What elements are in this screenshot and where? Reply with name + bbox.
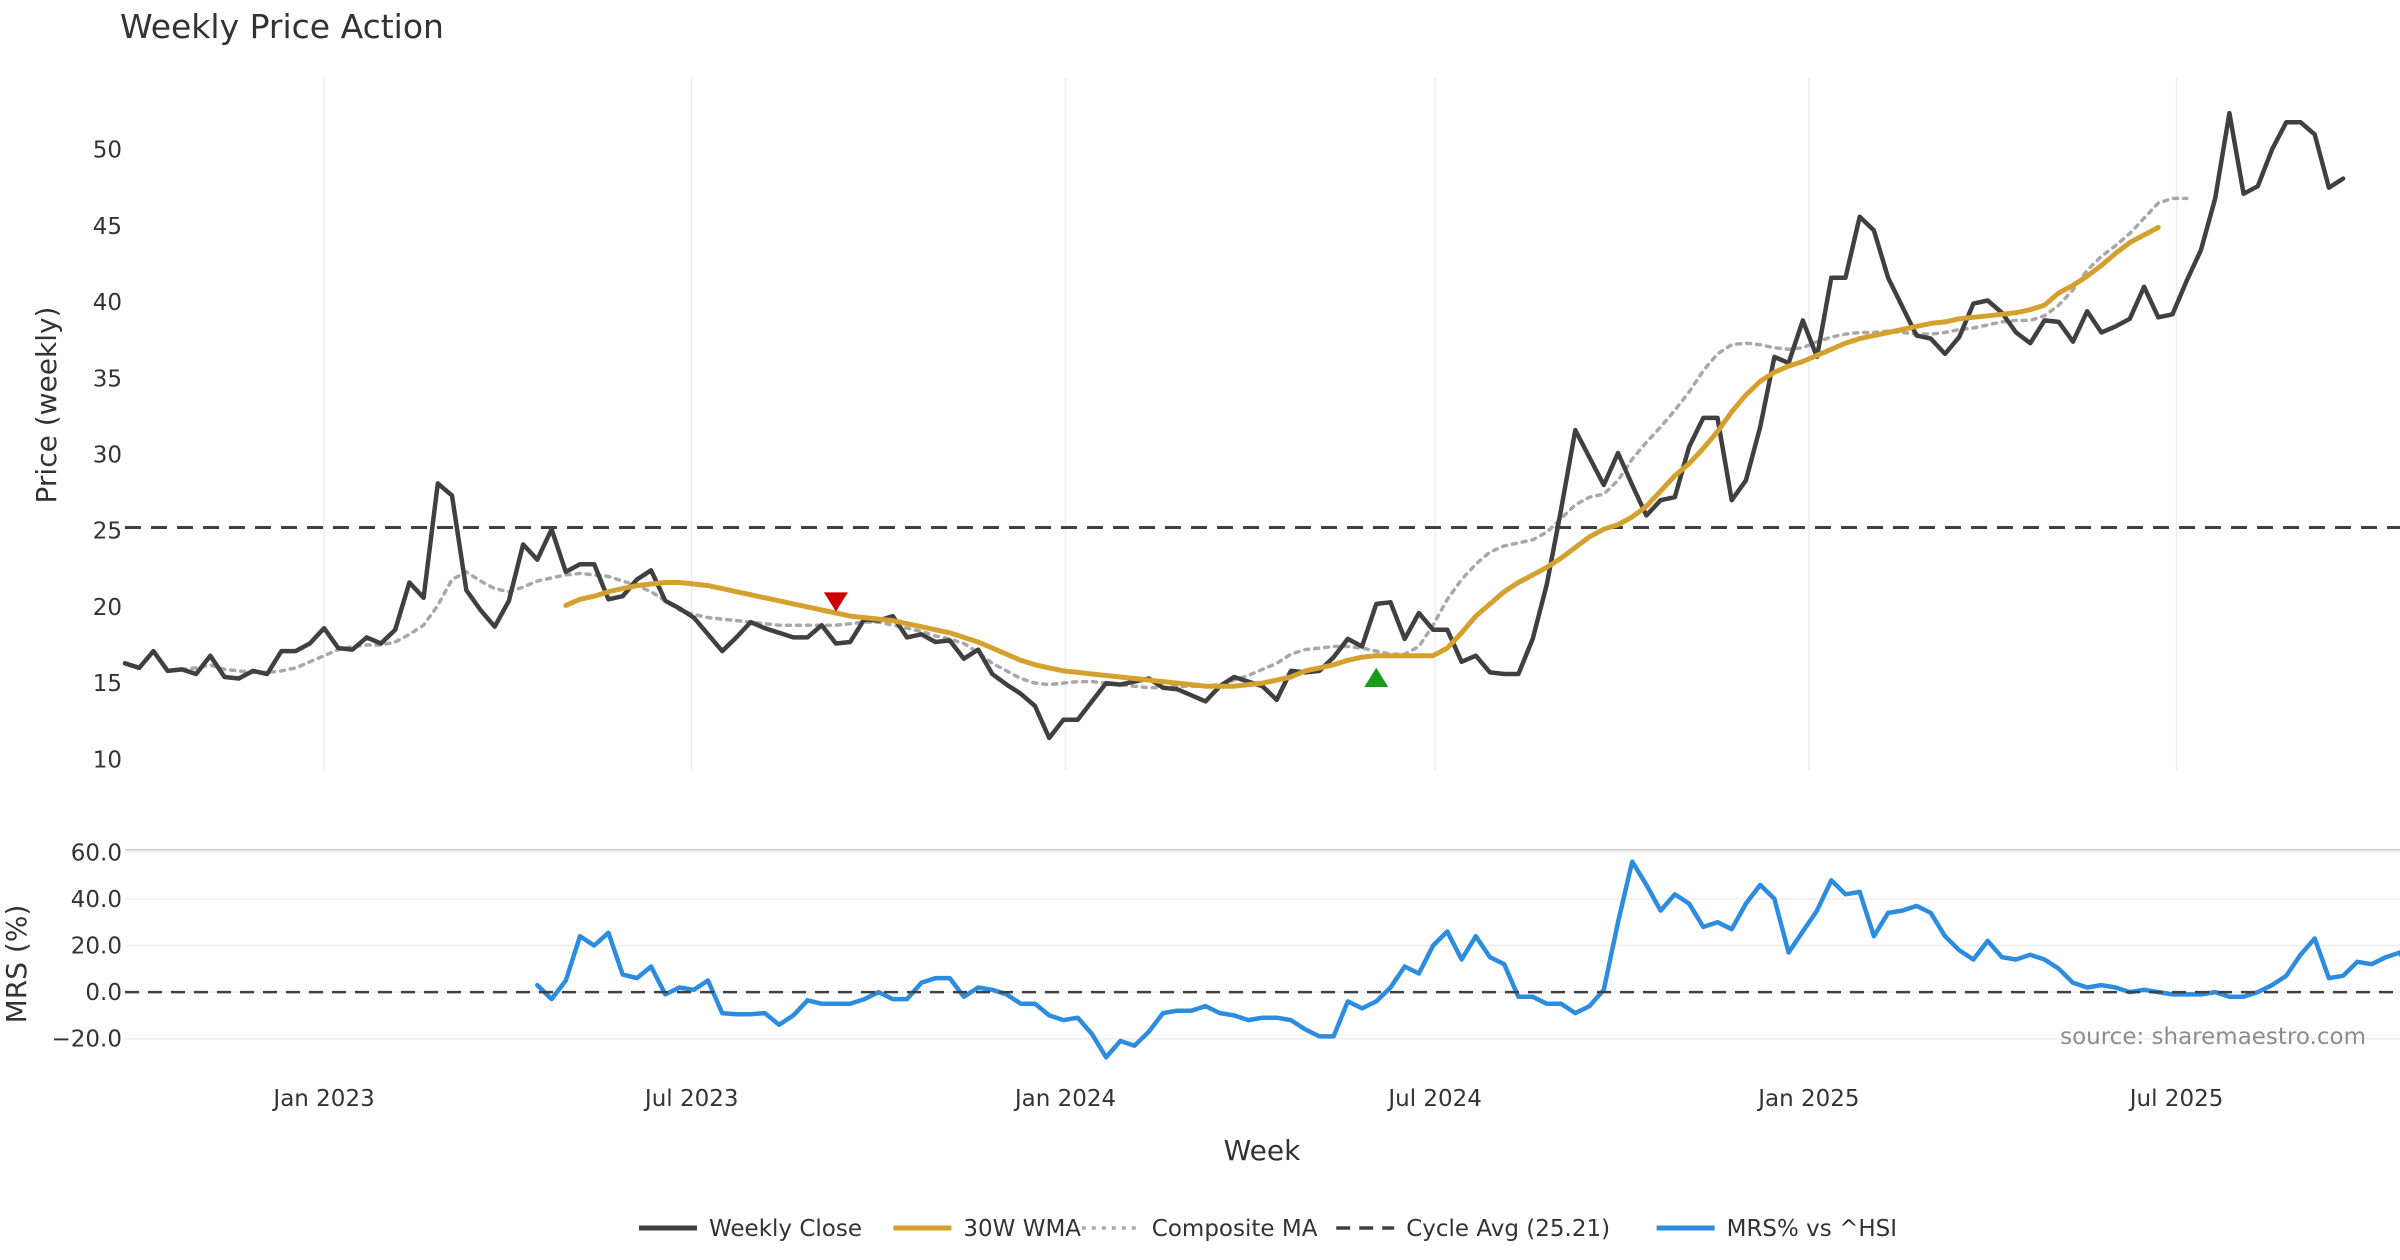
price-gridlines xyxy=(323,78,2178,770)
price-panel: 10 15 20 25 30 35 40 45 50 Price (weekly) xyxy=(30,78,2400,773)
legend-label: MRS% vs ^HSI xyxy=(1727,1216,1897,1242)
legend-item-30w-wma: 30W WMA xyxy=(893,1216,1081,1242)
legend-item-cycle-avg-25-21: Cycle Avg (25.21) xyxy=(1336,1216,1610,1242)
price-y-tick-label: 45 xyxy=(93,214,122,240)
chart-title: Weekly Price Action xyxy=(120,7,444,46)
mrs-y-tick-labels: −20.0 0.0 20.0 40.0 60.0 xyxy=(52,840,122,1052)
mrs-y-tick-label: −20.0 xyxy=(52,1027,122,1053)
series-line-mrs-vs-hsi xyxy=(535,859,2400,1060)
buy-signal-marker xyxy=(1364,667,1389,687)
price-y-tick-labels: 10 15 20 25 30 35 40 45 50 xyxy=(93,138,122,774)
price-y-tick-label: 20 xyxy=(93,595,122,621)
mrs-gridlines xyxy=(125,851,2400,1040)
legend-label: Cycle Avg (25.21) xyxy=(1406,1216,1610,1242)
x-tick-labels: Jan 2023 Jul 2023 Jan 2024 Jul 2024 Jan 2025… xyxy=(271,1086,2223,1112)
legend-label: Weekly Close xyxy=(709,1216,862,1242)
source-annotation: source: sharemaestro.com xyxy=(2060,1024,2366,1050)
price-y-axis-label: Price (weekly) xyxy=(30,307,63,504)
legend-label: Composite MA xyxy=(1152,1216,1318,1242)
price-y-tick-label: 15 xyxy=(93,671,122,697)
price-y-tick-label: 35 xyxy=(93,366,122,392)
mrs-y-tick-label: 60.0 xyxy=(71,840,122,866)
mrs-y-tick-label: 20.0 xyxy=(71,934,122,960)
sell-signal-marker xyxy=(823,592,848,612)
price-y-tick-label: 40 xyxy=(93,290,122,316)
x-tick-label: Jan 2025 xyxy=(1756,1086,1859,1112)
legend: Weekly Close 30W WMA Composite MA Cycle Avg… xyxy=(639,1216,1897,1242)
x-tick-label: Jan 2023 xyxy=(271,1086,374,1112)
x-axis-label: Week xyxy=(1224,1134,1301,1167)
legend-item-mrs-vs-hsi: MRS% vs ^HSI xyxy=(1656,1216,1897,1242)
legend-item-weekly-close: Weekly Close xyxy=(639,1216,862,1242)
x-tick-label: Jan 2024 xyxy=(1013,1086,1116,1112)
x-tick-label: Jul 2024 xyxy=(1386,1086,1482,1112)
mrs-y-tick-label: 40.0 xyxy=(71,887,122,913)
series-line-30w-wma xyxy=(563,224,2161,689)
legend-item-composite-ma: Composite MA xyxy=(1081,1216,1318,1242)
x-tick-label: Jul 2025 xyxy=(2128,1086,2224,1112)
mrs-y-axis-label: MRS (%) xyxy=(0,905,33,1024)
price-y-tick-label: 50 xyxy=(93,138,122,164)
price-y-tick-label: 25 xyxy=(93,519,122,545)
mrs-y-tick-label: 0.0 xyxy=(85,980,122,1006)
mrs-panel: −20.0 0.0 20.0 40.0 60.0 MRS (%) source: sha… xyxy=(0,840,2400,1060)
signal-markers xyxy=(823,592,1389,687)
price-y-tick-label: 30 xyxy=(93,442,122,468)
price-series-group xyxy=(122,110,2400,741)
price-y-tick-label: 10 xyxy=(93,747,122,773)
series-line-weekly-close xyxy=(122,110,2346,741)
mrs-series-group xyxy=(125,859,2400,1060)
legend-label: 30W WMA xyxy=(963,1216,1081,1242)
x-tick-label: Jul 2023 xyxy=(643,1086,739,1112)
